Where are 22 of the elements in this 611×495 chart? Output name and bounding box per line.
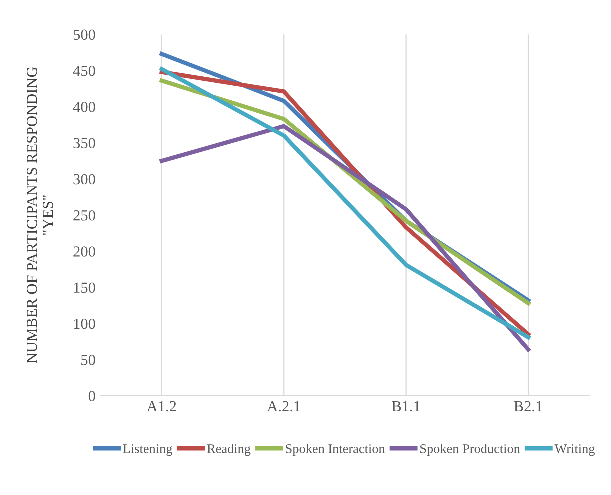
y-tick-label: 400 — [73, 102, 96, 112]
y-tick-label: 250 — [74, 210, 96, 221]
x-tick-label: B2.1 — [514, 401, 542, 412]
legend-label: Reading — [207, 444, 251, 456]
y-tick-label: 200 — [74, 246, 96, 257]
legend-label: Listening — [123, 444, 172, 456]
x-tick-label: A.2.1 — [267, 401, 300, 412]
y-tick-label: 50 — [82, 355, 96, 366]
x-tick-label: A1.2 — [147, 401, 176, 412]
legend-label: Spoken Production — [420, 444, 520, 456]
y-tick-label: 300 — [74, 174, 96, 185]
x-tick-label: B1.1 — [392, 401, 420, 412]
line-series — [160, 124, 531, 352]
y-tick-label: 450 — [73, 66, 96, 76]
y-tick-label: 150 — [74, 282, 96, 294]
y-axis-title: NUMBER OF PARTICIPANTS RESPONDING "YES" — [27, 67, 54, 364]
legend-label: Writing — [554, 444, 595, 456]
y-tick-label: 500 — [74, 30, 96, 40]
y-tick-label: 0 — [88, 391, 96, 402]
legend-label: Spoken Interaction — [286, 444, 386, 456]
y-tick-label: 350 — [74, 138, 96, 149]
y-tick-label: 100 — [74, 318, 96, 330]
